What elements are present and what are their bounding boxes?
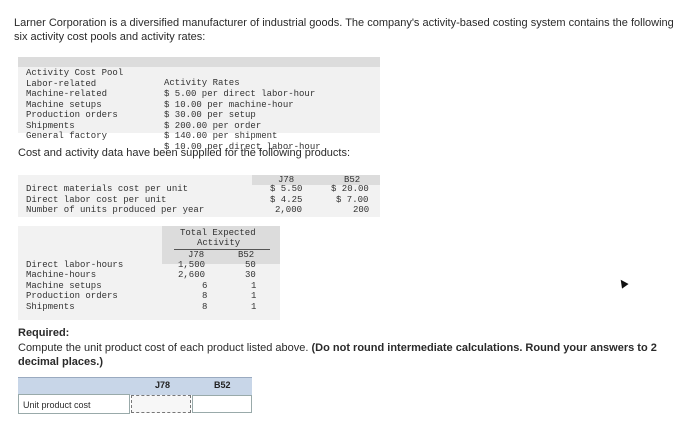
row-label: Direct labor cost per unit <box>26 194 167 205</box>
answer-grid: J78 B52 Unit product cost <box>18 377 252 415</box>
header-activity: Activity <box>197 238 241 248</box>
cell-b52: 50 <box>245 259 256 270</box>
pool-rate: $ 10.00 per machine-hour <box>164 99 294 110</box>
row-label: Production orders <box>26 291 118 301</box>
table-row: Shipments $ 140.00 per shipment <box>18 110 380 142</box>
expected-activity-table: Total Expected Activity J78 B52 Direct l… <box>18 226 280 320</box>
required-rounding-note: (Do not round intermediate calculations.… <box>18 342 657 368</box>
table-row: Machine setups $ 30.00 per setup <box>18 89 380 121</box>
cell-j78: 2,600 <box>178 270 206 280</box>
cell-b52: $ 20.00 <box>331 184 369 194</box>
pool-rate: $ 30.00 per setup <box>164 110 256 120</box>
table-row: General factory $ 10.00 per direct labor… <box>18 121 380 152</box>
header-b52: B52 <box>238 250 255 260</box>
cell-j78: 8 <box>202 291 208 301</box>
table-header-band <box>18 57 380 67</box>
pool-name: Labor-related <box>26 78 97 89</box>
pool-rate: $ 10.00 per direct labor-hour <box>164 141 321 152</box>
pool-rate: $ 200.00 per order <box>164 120 262 131</box>
cell-j78: 2,000 <box>275 205 303 215</box>
required-label: Required: <box>18 327 70 339</box>
table-row: Labor-related $ 5.00 per direct labor-ho… <box>18 68 380 100</box>
pool-name: Machine setups <box>26 99 102 110</box>
cell-b52: 200 <box>353 205 370 215</box>
unit-product-cost-b52-input[interactable] <box>192 395 252 413</box>
cell-j78: 6 <box>202 280 208 291</box>
cell-b52: 1 <box>251 280 257 291</box>
row-label: Shipments <box>26 301 75 312</box>
row-label: Number of units produced per year <box>26 205 205 215</box>
unit-product-cost-j78-input[interactable] <box>131 395 191 413</box>
mouse-cursor-icon <box>617 277 629 289</box>
cell-b52: $ 7.00 <box>336 194 369 205</box>
table-row: Production orders $ 200.00 per order <box>18 100 380 131</box>
answer-header-j78: J78 <box>155 380 171 390</box>
header-activity-cost-pool: Activity Cost Pool <box>26 67 124 78</box>
header-activity-rates: Activity Rates <box>164 78 240 88</box>
header-underline <box>174 249 270 250</box>
table-header-band <box>162 226 280 264</box>
pool-rate: $ 140.00 per shipment <box>164 131 278 141</box>
row-label: Machine setups <box>26 280 102 291</box>
required-instructions: Compute the unit product cost of each pr… <box>18 341 678 369</box>
row-label: Machine-hours <box>26 270 97 280</box>
cell-b52: 1 <box>251 301 257 312</box>
pool-name: Machine-related <box>26 89 108 99</box>
table-row: Machine-related $ 10.00 per machine-hour <box>18 79 380 110</box>
cell-b52: 30 <box>245 270 256 280</box>
header-j78: J78 <box>278 175 295 185</box>
required-task: Compute the unit product cost of each pr… <box>18 342 309 354</box>
pool-rate: $ 5.00 per direct labor-hour <box>164 89 316 99</box>
table-header-row: Activity Cost Pool Activity Rates <box>18 57 380 89</box>
cell-j78: 1,500 <box>178 259 206 270</box>
row-label: Direct materials cost per unit <box>26 184 189 194</box>
cost-data-heading: Cost and activity data have been supplie… <box>18 147 351 159</box>
table-header-band <box>252 175 380 185</box>
answer-row-label: Unit product cost <box>18 394 130 414</box>
cell-j78: $ 4.25 <box>270 194 303 205</box>
pool-name: General factory <box>26 131 108 141</box>
header-b52: B52 <box>344 175 361 185</box>
intro-paragraph: Larner Corporation is a diversified manu… <box>14 17 674 43</box>
answer-grid-header <box>18 377 252 395</box>
cell-j78: 8 <box>202 301 208 312</box>
cell-j78: $ 5.50 <box>270 184 303 194</box>
cell-b52: 1 <box>251 291 257 301</box>
answer-header-b52: B52 <box>214 380 231 390</box>
header-j78: J78 <box>188 250 205 260</box>
pool-name: Production orders <box>26 110 118 120</box>
header-total-expected: Total Expected <box>180 228 256 238</box>
row-label: Direct labor-hours <box>26 259 124 270</box>
pool-name: Shipments <box>26 120 75 131</box>
product-data-table: J78 B52 Direct materials cost per unit $… <box>18 175 380 217</box>
activity-rates-table: Activity Cost Pool Activity Rates Labor-… <box>18 57 380 152</box>
